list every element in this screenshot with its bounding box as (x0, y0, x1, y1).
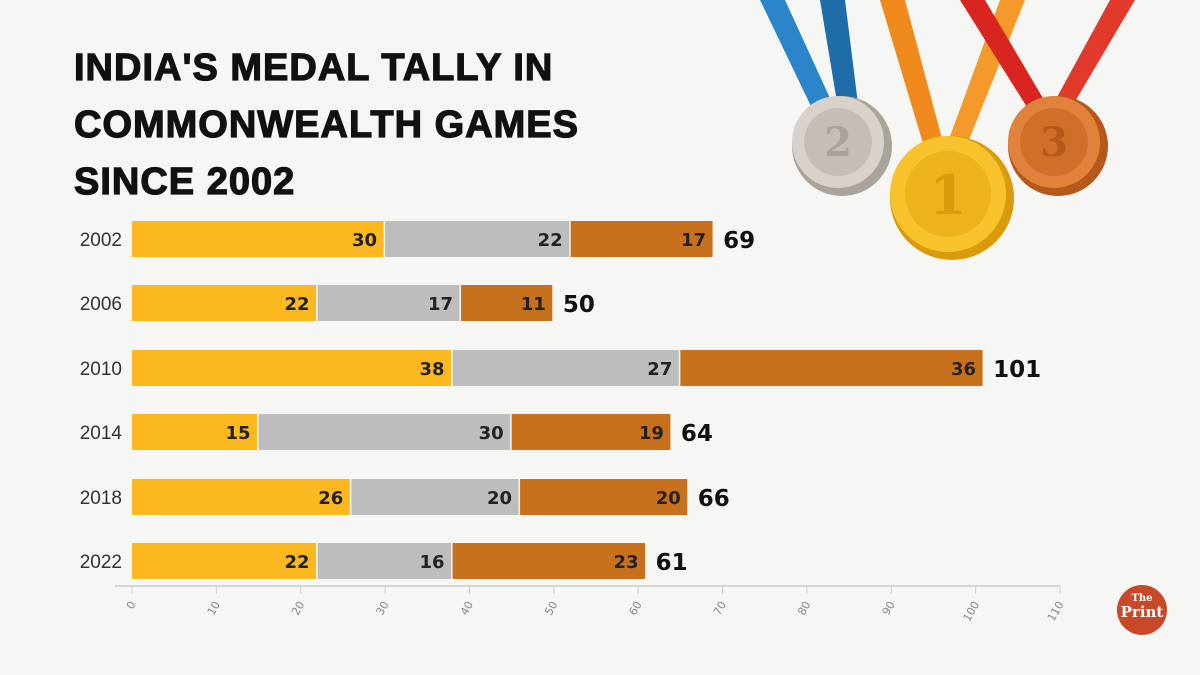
data-label: 38 (420, 359, 445, 380)
bar-gold (132, 479, 350, 515)
x-tick-label: 70 (711, 599, 729, 618)
total-label: 101 (993, 357, 1041, 383)
total-label: 66 (698, 486, 730, 512)
x-tick-label: 40 (458, 599, 476, 618)
title-line: COMMONWEALTH GAMES (73, 103, 579, 146)
bronze-medal-icon: 3 (1008, 96, 1108, 196)
data-label: 36 (951, 359, 976, 380)
bar-bronze (511, 414, 671, 450)
gold-medal-icon: 1 (890, 136, 1014, 260)
x-tick-label: 0 (124, 599, 139, 612)
data-label: 22 (285, 294, 310, 315)
title-line: SINCE 2002 (73, 160, 296, 203)
bar-silver (385, 221, 570, 257)
data-label: 19 (639, 423, 664, 444)
chart-title: INDIA'S MEDAL TALLY IN COMMONWEALTH GAME… (73, 40, 579, 211)
logo-line: Print (1120, 603, 1164, 621)
bar-bronze (452, 543, 646, 579)
data-label: 23 (614, 552, 639, 573)
x-tick-label: 80 (795, 599, 813, 618)
bar-gold (132, 543, 317, 579)
data-label: 27 (647, 359, 672, 380)
data-label: 20 (487, 488, 512, 509)
category-label: 2002 (80, 230, 122, 251)
total-label: 50 (563, 292, 595, 318)
bar-bronze (680, 350, 983, 386)
category-label: 2014 (80, 423, 123, 444)
x-tick-label: 110 (1045, 599, 1067, 624)
bar-silver (317, 543, 452, 579)
x-tick-label: 30 (373, 599, 391, 618)
data-label: 26 (318, 488, 343, 509)
data-label: 22 (285, 552, 310, 573)
theprint-logo: The Print (1117, 585, 1167, 635)
bar-bronze (520, 479, 688, 515)
silver-medal-icon: 2 (792, 96, 892, 196)
medal-ribbons-icon (760, 0, 1135, 150)
x-tick-label: 90 (880, 599, 898, 618)
bar-silver (452, 350, 679, 386)
bar-gold (132, 350, 452, 386)
data-label: 17 (681, 230, 706, 251)
category-label: 2018 (80, 488, 122, 509)
svg-text:1: 1 (929, 163, 967, 227)
bar-gold (132, 414, 258, 450)
x-tick-label: 50 (542, 599, 560, 618)
x-tick-label: 60 (627, 599, 645, 618)
svg-text:3: 3 (1040, 119, 1068, 166)
bar-bronze (570, 221, 713, 257)
category-label: 2006 (80, 294, 122, 315)
data-label: 30 (352, 230, 377, 251)
bar-silver (351, 479, 519, 515)
bar-bronze (461, 285, 553, 321)
logo-line: The (1131, 593, 1153, 604)
x-tick-label: 100 (960, 599, 982, 624)
category-label: 2022 (80, 552, 122, 573)
data-label: 16 (420, 552, 445, 573)
data-label: 20 (656, 488, 681, 509)
x-tick-label: 20 (289, 599, 307, 618)
category-label: 2010 (80, 359, 122, 380)
total-label: 64 (681, 421, 713, 447)
data-label: 15 (225, 423, 250, 444)
bar-silver (258, 414, 511, 450)
bar-silver (317, 285, 460, 321)
total-label: 61 (656, 550, 688, 576)
title-line: INDIA'S MEDAL TALLY IN (73, 46, 554, 89)
data-label: 22 (538, 230, 563, 251)
svg-text:2: 2 (824, 119, 852, 166)
total-label: 69 (723, 228, 755, 254)
data-label: 11 (521, 294, 546, 315)
bar-gold (132, 221, 384, 257)
data-label: 30 (479, 423, 504, 444)
bar-gold (132, 285, 317, 321)
data-label: 17 (428, 294, 453, 315)
x-tick-label: 10 (205, 599, 223, 618)
